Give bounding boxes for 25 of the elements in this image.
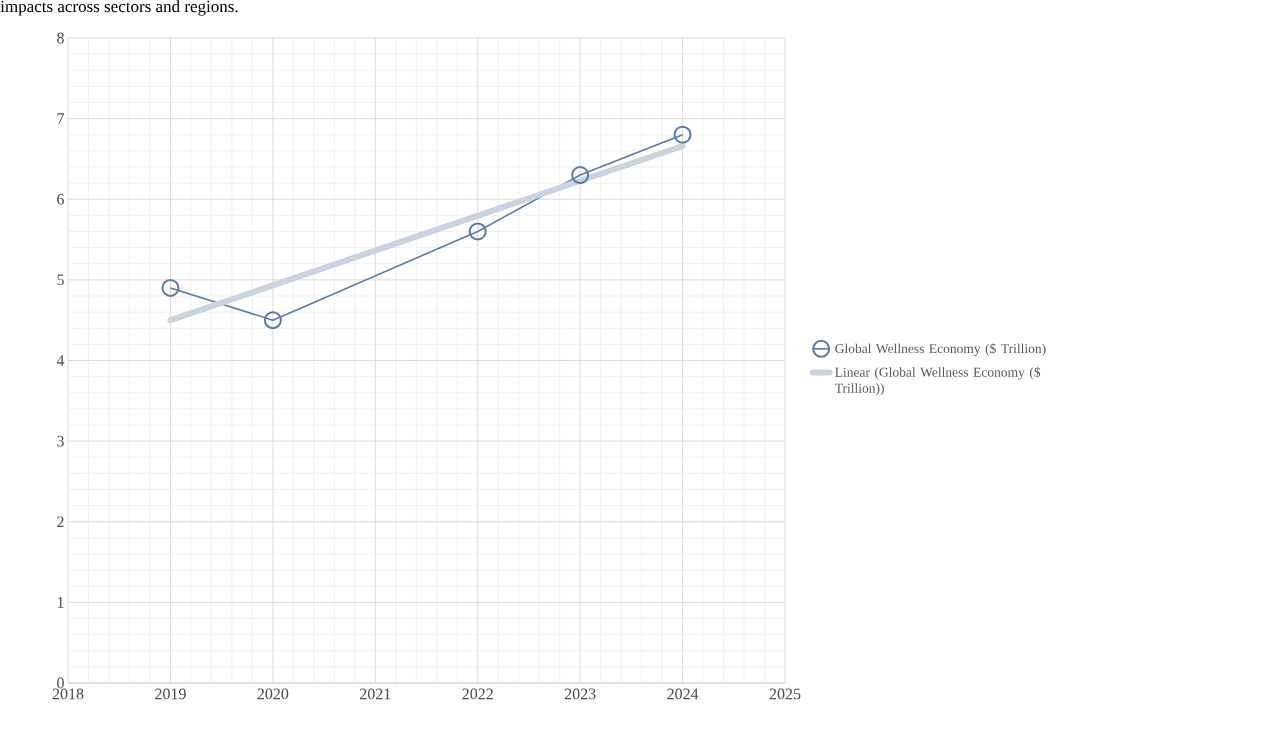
x-tick-label: 2025: [769, 688, 801, 700]
legend-label: Global Wellness Economy ($ Trillion): [835, 343, 1046, 356]
x-tick-label: 2022: [462, 688, 493, 700]
point: [571, 166, 590, 185]
y-tick-label: 1: [57, 597, 64, 608]
point: [161, 278, 180, 297]
y-tick-label: 5: [57, 274, 64, 286]
x-tick-label: 2023: [564, 688, 596, 700]
y-tick-label: 2: [57, 516, 64, 528]
legend-label: Linear (Global Wellness Economy ($ Trillion)): [834, 366, 1041, 396]
y-tick-label: 7: [57, 113, 65, 124]
text: impacts across sectors and regions.: [0, 0, 238, 16]
x-tick-label: 2021: [360, 688, 391, 700]
x-tick-label: 2019: [155, 688, 186, 700]
point: [468, 222, 487, 241]
x-tick-label: 2018: [52, 688, 84, 700]
x-tick-label: 2024: [667, 688, 699, 700]
y-tick-label: 8: [57, 32, 64, 44]
y-tick-label: 6: [57, 193, 65, 205]
y-tick-label: 4: [56, 355, 65, 366]
y-tick-label: 3: [57, 435, 64, 447]
point: [263, 311, 282, 330]
x-tick-label: 2020: [257, 688, 289, 700]
y-tick-label: 0: [57, 677, 64, 689]
point: [673, 125, 692, 144]
